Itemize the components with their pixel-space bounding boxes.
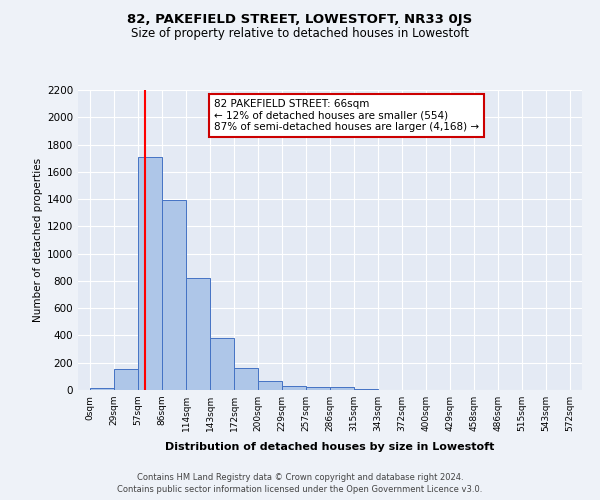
Text: Contains HM Land Registry data © Crown copyright and database right 2024.: Contains HM Land Registry data © Crown c…: [137, 472, 463, 482]
Bar: [186, 278, 210, 390]
Y-axis label: Number of detached properties: Number of detached properties: [33, 158, 43, 322]
Bar: [330, 386, 354, 390]
Bar: [282, 386, 306, 390]
Bar: [90, 388, 114, 390]
Bar: [306, 388, 330, 390]
Text: Distribution of detached houses by size in Lowestoft: Distribution of detached houses by size …: [166, 442, 494, 452]
Bar: [210, 338, 234, 390]
Text: 82 PAKEFIELD STREET: 66sqm
← 12% of detached houses are smaller (554)
87% of sem: 82 PAKEFIELD STREET: 66sqm ← 12% of deta…: [214, 99, 479, 132]
Text: Contains public sector information licensed under the Open Government Licence v3: Contains public sector information licen…: [118, 485, 482, 494]
Bar: [162, 200, 186, 390]
Text: Size of property relative to detached houses in Lowestoft: Size of property relative to detached ho…: [131, 28, 469, 40]
Bar: [138, 157, 162, 390]
Bar: [354, 388, 378, 390]
Bar: [114, 369, 138, 390]
Text: 82, PAKEFIELD STREET, LOWESTOFT, NR33 0JS: 82, PAKEFIELD STREET, LOWESTOFT, NR33 0J…: [127, 12, 473, 26]
Bar: [258, 381, 282, 390]
Bar: [234, 368, 258, 390]
